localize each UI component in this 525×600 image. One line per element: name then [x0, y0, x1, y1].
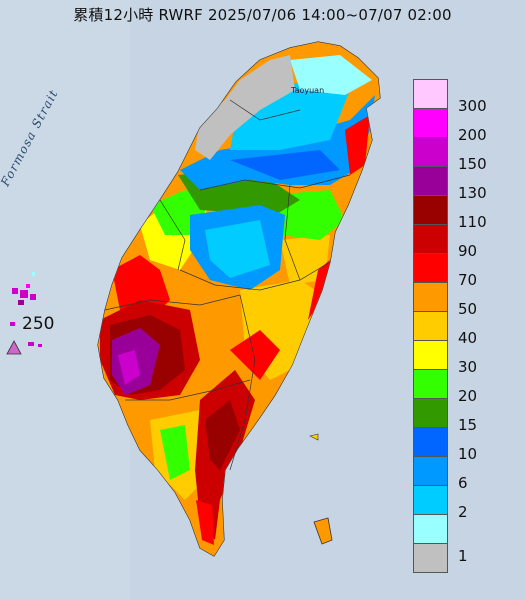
legend-swatch: [413, 225, 448, 254]
legend-label: 150: [458, 155, 487, 173]
legend-swatch: [413, 341, 448, 370]
legend-label: 70: [458, 271, 478, 289]
legend-label: 300: [458, 97, 487, 115]
legend-swatch: [413, 515, 448, 544]
legend-label: 110: [458, 213, 487, 231]
legend-swatch: [413, 544, 448, 573]
legend-label: 2: [458, 503, 468, 521]
legend-colorbar: [413, 79, 448, 573]
legend-swatch: [413, 283, 448, 312]
legend-swatch: [413, 138, 448, 167]
legend-label: 30: [458, 358, 478, 376]
legend-label: 200: [458, 126, 487, 144]
legend-swatch: [413, 79, 448, 109]
legend-swatch: [413, 486, 448, 515]
map-title: 累積12小時 RWRF 2025/07/06 14:00~07/07 02:00: [73, 6, 452, 24]
legend-swatch: [413, 399, 448, 428]
max-value-label: 250: [22, 314, 55, 334]
legend-label: 20: [458, 387, 478, 405]
legend-swatch: [413, 196, 448, 225]
legend-swatch: [413, 312, 448, 341]
legend-label: 90: [458, 242, 478, 260]
legend-label: 130: [458, 184, 487, 202]
legend-label: 15: [458, 416, 478, 434]
city-label: Taoyuan: [291, 86, 325, 95]
legend-swatch: [413, 167, 448, 196]
legend-swatch: [413, 254, 448, 283]
legend-label: 50: [458, 300, 478, 318]
legend-swatch: [413, 428, 448, 457]
legend-swatch: [413, 109, 448, 138]
legend-label: 40: [458, 329, 478, 347]
legend-swatch: [413, 457, 448, 486]
legend-label: 10: [458, 445, 478, 463]
legend-label: 6: [458, 474, 468, 492]
max-marker-icon: [6, 340, 22, 355]
legend-swatch: [413, 370, 448, 399]
legend-label: 1: [458, 547, 468, 565]
